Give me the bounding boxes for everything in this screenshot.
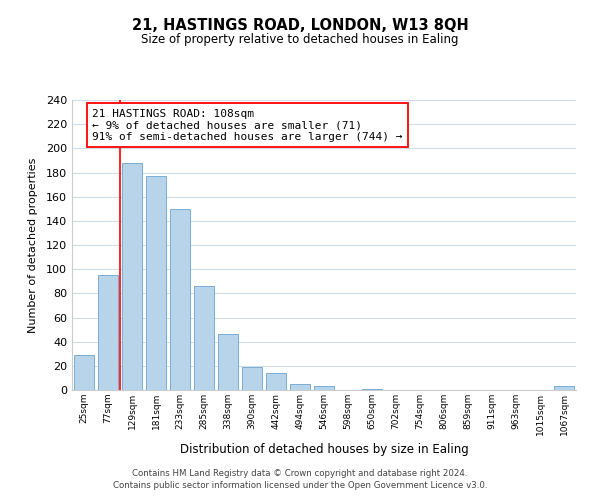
Text: Size of property relative to detached houses in Ealing: Size of property relative to detached ho… <box>141 32 459 46</box>
Bar <box>218 334 238 390</box>
Text: Contains HM Land Registry data © Crown copyright and database right 2024.: Contains HM Land Registry data © Crown c… <box>132 468 468 477</box>
Bar <box>290 384 310 390</box>
Bar <box>194 286 214 390</box>
Bar <box>98 275 118 390</box>
Bar <box>122 163 142 390</box>
Bar <box>146 176 166 390</box>
Bar <box>362 389 382 390</box>
Bar <box>74 355 94 390</box>
Bar <box>170 209 190 390</box>
X-axis label: Distribution of detached houses by size in Ealing: Distribution of detached houses by size … <box>179 443 469 456</box>
Bar <box>554 386 574 390</box>
Bar <box>266 373 286 390</box>
Y-axis label: Number of detached properties: Number of detached properties <box>28 158 38 332</box>
Text: Contains public sector information licensed under the Open Government Licence v3: Contains public sector information licen… <box>113 481 487 490</box>
Text: 21, HASTINGS ROAD, LONDON, W13 8QH: 21, HASTINGS ROAD, LONDON, W13 8QH <box>131 18 469 32</box>
Text: 21 HASTINGS ROAD: 108sqm
← 9% of detached houses are smaller (71)
91% of semi-de: 21 HASTINGS ROAD: 108sqm ← 9% of detache… <box>92 108 403 142</box>
Bar <box>242 367 262 390</box>
Bar <box>314 386 334 390</box>
